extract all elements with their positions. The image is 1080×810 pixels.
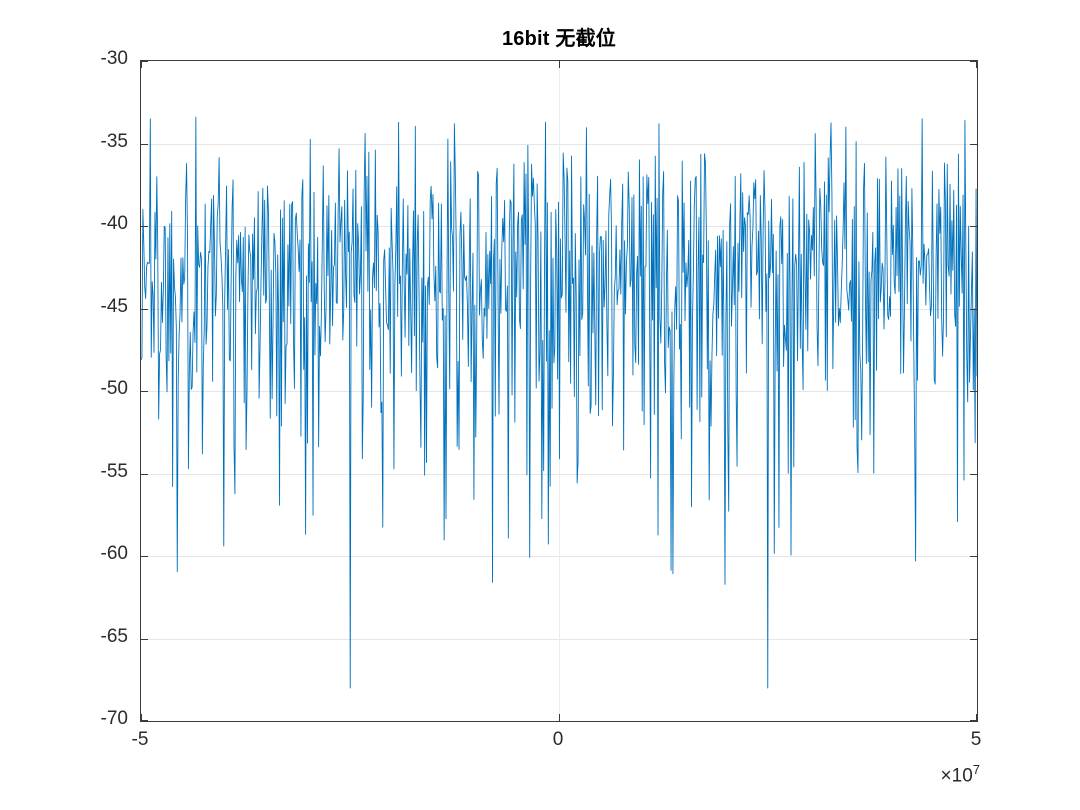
tick-mark <box>141 714 142 721</box>
tick-mark <box>559 714 560 721</box>
tick-mark <box>141 61 148 62</box>
tick-mark <box>141 308 148 310</box>
tick-mark <box>970 61 977 62</box>
tick-mark <box>141 720 148 721</box>
tick-mark <box>970 638 977 640</box>
plot-area <box>140 60 978 722</box>
series-line-canvas <box>141 61 977 721</box>
y-tick-label: -65 <box>100 625 128 647</box>
y-tick-label: -30 <box>100 48 128 70</box>
tick-mark <box>970 720 977 721</box>
y-tick-label: -60 <box>100 543 128 565</box>
x-axis-multiplier-exponent: 7 <box>972 762 980 777</box>
tick-mark <box>970 556 977 557</box>
chart-title: 16bit 无截位 <box>501 28 617 50</box>
x-tick-label: 5 <box>970 729 982 750</box>
tick-mark <box>141 226 148 227</box>
tick-mark <box>970 226 977 227</box>
x-axis-tick-labels: -5 0 5 <box>132 729 982 755</box>
tick-mark <box>141 556 148 557</box>
x-axis-multiplier: ×107 <box>840 762 980 787</box>
tick-mark <box>970 473 977 475</box>
x-axis-multiplier-base: ×10 <box>940 765 973 787</box>
tick-mark <box>976 714 977 721</box>
y-axis-tick-labels: -30 -35 -40 -45 -50 -55 -60 -65 -70 <box>30 48 128 729</box>
tick-mark <box>970 391 977 392</box>
tick-mark <box>141 638 148 640</box>
y-tick-label: -35 <box>100 130 128 152</box>
tick-mark <box>141 391 148 392</box>
tick-mark <box>970 143 977 145</box>
x-tick-label: 0 <box>552 729 564 750</box>
tick-mark <box>141 61 142 68</box>
tick-mark <box>976 61 977 68</box>
tick-mark <box>141 143 148 145</box>
tick-mark-layer <box>141 61 977 721</box>
y-tick-label: -40 <box>100 213 128 235</box>
y-tick-label: -55 <box>100 460 128 482</box>
tick-mark <box>141 473 148 475</box>
x-tick-label: -5 <box>131 729 149 750</box>
y-tick-label: -70 <box>100 708 128 730</box>
y-tick-label: -50 <box>100 378 128 400</box>
y-tick-label: -45 <box>100 295 128 317</box>
tick-mark <box>559 61 560 68</box>
tick-mark <box>970 308 977 310</box>
